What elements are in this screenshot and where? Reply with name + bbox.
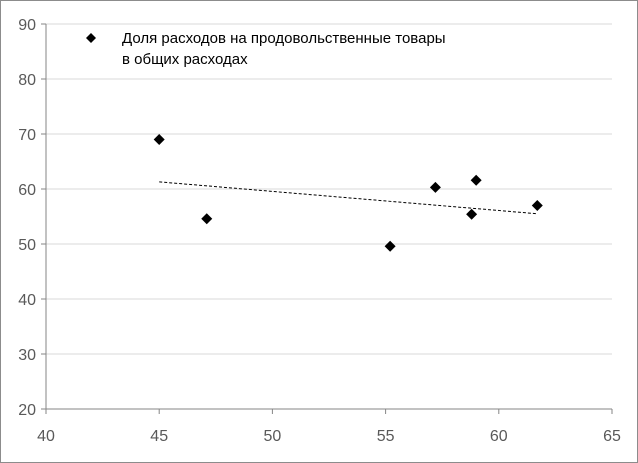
- y-tick-label-30: 30: [18, 347, 36, 364]
- data-point-7: [531, 200, 543, 211]
- x-tick-label-50: 50: [264, 428, 282, 445]
- x-tick-label-45: 45: [150, 428, 168, 445]
- legend: Доля расходов на продовольственные товар…: [86, 30, 446, 68]
- y-tick-label-90: 90: [18, 17, 36, 34]
- trendline: [159, 181, 538, 215]
- data-point-3: [384, 240, 396, 252]
- data-point-6: [470, 174, 482, 186]
- y-tick-label-60: 60: [18, 182, 36, 199]
- data-point-2: [201, 213, 213, 225]
- y-tick-label-50: 50: [18, 237, 36, 254]
- axes: [41, 23, 613, 414]
- x-tick-label-65: 65: [603, 428, 621, 445]
- y-tick-label-70: 70: [18, 127, 36, 144]
- y-tick-label-80: 80: [18, 72, 36, 89]
- data-point-5: [466, 208, 478, 220]
- x-tick-label-55: 55: [377, 428, 395, 445]
- x-tick-label-60: 60: [490, 428, 508, 445]
- data-points: [153, 134, 543, 252]
- x-tick-label-40: 40: [37, 428, 55, 445]
- trendline-group: [159, 181, 538, 215]
- y-tick-label-20: 20: [18, 402, 36, 419]
- data-point-4: [429, 181, 441, 193]
- gridlines: [46, 23, 612, 355]
- x-tick-labels: 40 45 50 55 60 65: [37, 428, 621, 445]
- y-tick-labels: 20 30 40 50 60 70 80 90: [18, 17, 36, 419]
- y-tick-label-40: 40: [18, 292, 36, 309]
- legend-label-line-1: Доля расходов на продовольственные товар…: [122, 30, 446, 47]
- data-point-1: [153, 134, 165, 145]
- legend-marker: [86, 33, 96, 43]
- legend-label-line-2: в общих расходах: [122, 51, 248, 68]
